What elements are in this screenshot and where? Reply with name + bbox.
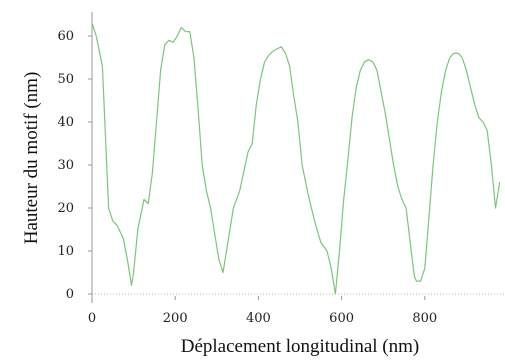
y-tick-label: 40 bbox=[57, 115, 74, 130]
x-axis-ticks: 0 200 400 600 800 bbox=[88, 296, 437, 326]
x-axis-title: Déplacement longitudinal (nm) bbox=[181, 336, 419, 357]
series-line bbox=[92, 23, 500, 294]
y-tick-label: 30 bbox=[57, 158, 74, 173]
y-tick-label: 50 bbox=[57, 72, 74, 87]
series-layer bbox=[92, 23, 500, 294]
y-tick-label: 20 bbox=[57, 201, 74, 216]
x-tick-label: 800 bbox=[412, 311, 437, 326]
y-tick-label: 0 bbox=[66, 287, 74, 302]
y-axis-title: Hauteur du motif (nm) bbox=[21, 72, 42, 245]
x-tick-label: 200 bbox=[163, 311, 188, 326]
x-tick-label: 400 bbox=[246, 311, 271, 326]
y-tick-label: 10 bbox=[57, 244, 74, 259]
x-tick-label: 600 bbox=[329, 311, 354, 326]
y-tick-label: 60 bbox=[57, 29, 74, 44]
x-tick-label: 0 bbox=[88, 311, 96, 326]
y-axis-ticks: 0 10 20 30 40 50 60 bbox=[57, 29, 92, 302]
